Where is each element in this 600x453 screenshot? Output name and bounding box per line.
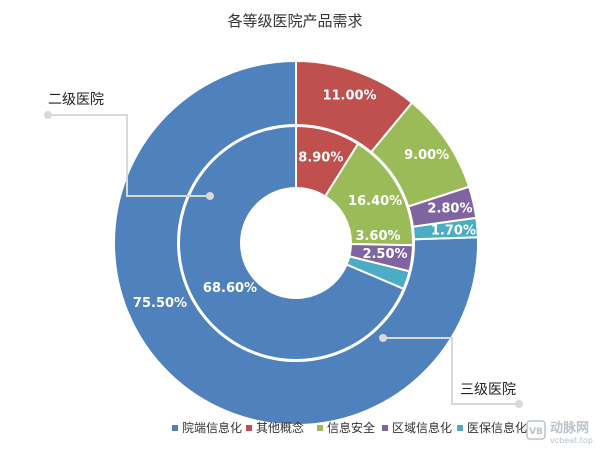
chart-title: 各等级医院产品需求: [227, 12, 362, 30]
chart-legend: 院端信息化 其他概念 信息安全 区域信息化 医保信息化: [172, 420, 527, 435]
inner-label-info-security: 16.40%: [348, 194, 402, 209]
outer-label-regional-it: 2.80%: [427, 202, 472, 217]
inner-label-hospital-it: 68.60%: [203, 281, 257, 296]
inner-callout-line: [48, 114, 210, 197]
watermark-logo-icon: [526, 420, 546, 440]
outer-callout-dot-end: [515, 400, 523, 408]
outer-label-medical-insurance-it: 1.70%: [431, 224, 476, 239]
legend-label-regional-it: 区域信息化: [392, 420, 452, 435]
inner-label-medical-insurance-it: 2.50%: [362, 247, 407, 262]
inner-label-other-concepts: 8.90%: [298, 150, 343, 165]
inner-slice-medical-insurance-it: [345, 255, 411, 291]
outer-callout-dot-start: [379, 334, 387, 342]
inner-ring-annotation: 二级医院: [48, 92, 104, 108]
inner-ring-labels: 68.60% 8.90% 16.40% 3.60% 2.50%: [203, 150, 408, 296]
legend-label-info-security: 信息安全: [327, 420, 375, 435]
outer-label-other-concepts: 11.00%: [322, 88, 376, 103]
watermark-badge: VB: [529, 427, 543, 437]
legend-label-hospital-it: 院端信息化: [182, 420, 242, 435]
watermark-main: 动脉网: [550, 420, 589, 436]
outer-callout-line: [383, 337, 519, 405]
watermark-sub: vcbeat.top: [550, 436, 593, 445]
inner-callout-dot-end: [206, 192, 214, 200]
watermark: VB 动脉网 vcbeat.top: [526, 420, 593, 445]
inner-callout-dot-start: [44, 111, 52, 119]
outer-ring-annotation: 三级医院: [460, 382, 516, 398]
outer-ring: [113, 59, 479, 426]
legend-swatch-hospital-it: [172, 425, 178, 431]
inner-ring: [178, 124, 414, 361]
legend-swatch-regional-it: [382, 425, 388, 431]
outer-label-hospital-it: 75.50%: [133, 296, 187, 311]
inner-label-regional-it: 3.60%: [355, 229, 400, 244]
legend-label-other-concepts: 其他概念: [256, 420, 304, 435]
inner-ring-callout: 二级医院: [44, 92, 214, 200]
legend-swatch-info-security: [317, 425, 323, 431]
inner-slice-hospital-it: [178, 124, 405, 361]
legend-label-medical-insurance-it: 医保信息化: [467, 420, 527, 435]
outer-ring-labels: 75.50% 11.00% 9.00% 2.80% 1.70%: [133, 88, 476, 311]
outer-label-info-security: 9.00%: [404, 148, 449, 163]
legend-swatch-medical-insurance-it: [457, 425, 463, 431]
legend-swatch-other-concepts: [246, 425, 252, 431]
outer-ring-callout: 三级医院: [379, 334, 523, 408]
